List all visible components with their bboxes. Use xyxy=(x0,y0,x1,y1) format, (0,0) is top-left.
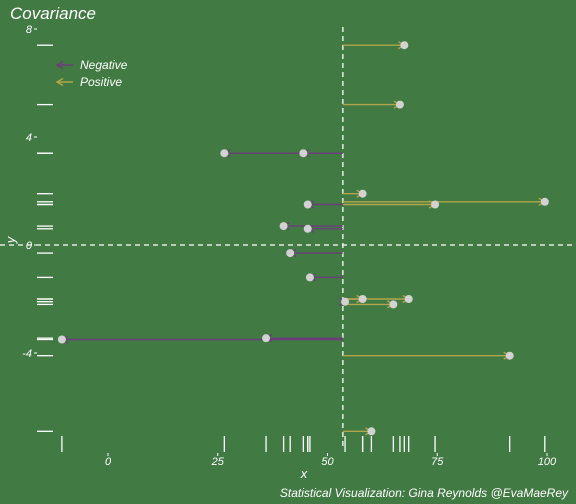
chart-title: Covariance xyxy=(10,4,96,23)
points xyxy=(57,41,549,436)
x-rug xyxy=(61,436,546,452)
y-rug xyxy=(37,44,53,432)
y-tick-label-1: 0 xyxy=(26,240,33,252)
data-point-13 xyxy=(404,295,413,303)
data-point-19 xyxy=(367,427,376,436)
data-point-17 xyxy=(262,334,271,343)
arrows xyxy=(60,41,547,436)
data-point-15 xyxy=(389,300,398,309)
data-point-5 xyxy=(540,197,549,206)
y-tick-label-2: 4 xyxy=(26,132,32,144)
legend-label-1: Positive xyxy=(80,75,122,89)
y-tick-label-3: 8 xyxy=(26,24,33,36)
x-tick-label-1: 25 xyxy=(211,456,225,468)
data-point-2 xyxy=(220,149,229,158)
chart-caption: Statistical Visualization: Gina Reynolds… xyxy=(280,486,569,500)
data-point-3 xyxy=(299,149,308,158)
legend-label-0: Negative xyxy=(80,58,128,72)
data-point-7 xyxy=(303,200,312,209)
x-tick-label-0: 0 xyxy=(105,456,112,468)
data-point-1 xyxy=(395,100,404,109)
x-axis-label: x xyxy=(300,466,308,481)
legend-key-head-1 xyxy=(55,77,64,87)
data-point-11 xyxy=(305,273,314,282)
y-axis-label: y xyxy=(3,235,18,244)
data-point-6 xyxy=(431,200,440,209)
data-point-0 xyxy=(400,41,409,50)
legend: Negative Positive xyxy=(55,58,128,89)
x-tick-label-4: 100 xyxy=(538,456,557,468)
legend-key-head-0 xyxy=(55,60,64,70)
data-point-16 xyxy=(57,335,66,344)
x-tick-label-3: 75 xyxy=(431,456,444,468)
data-point-8 xyxy=(279,222,288,231)
data-point-4 xyxy=(358,189,367,198)
data-point-18 xyxy=(505,351,514,360)
y-axis-ticks: -4 0 4 8 xyxy=(22,24,37,360)
data-point-12 xyxy=(358,295,367,303)
y-tick-label-0: -4 xyxy=(22,348,32,360)
data-point-10 xyxy=(286,249,295,258)
data-point-14 xyxy=(341,297,350,306)
x-tick-label-2: 50 xyxy=(321,456,334,468)
x-axis-ticks: 0 25 50 75 100 xyxy=(105,453,557,468)
data-point-9 xyxy=(303,224,312,233)
